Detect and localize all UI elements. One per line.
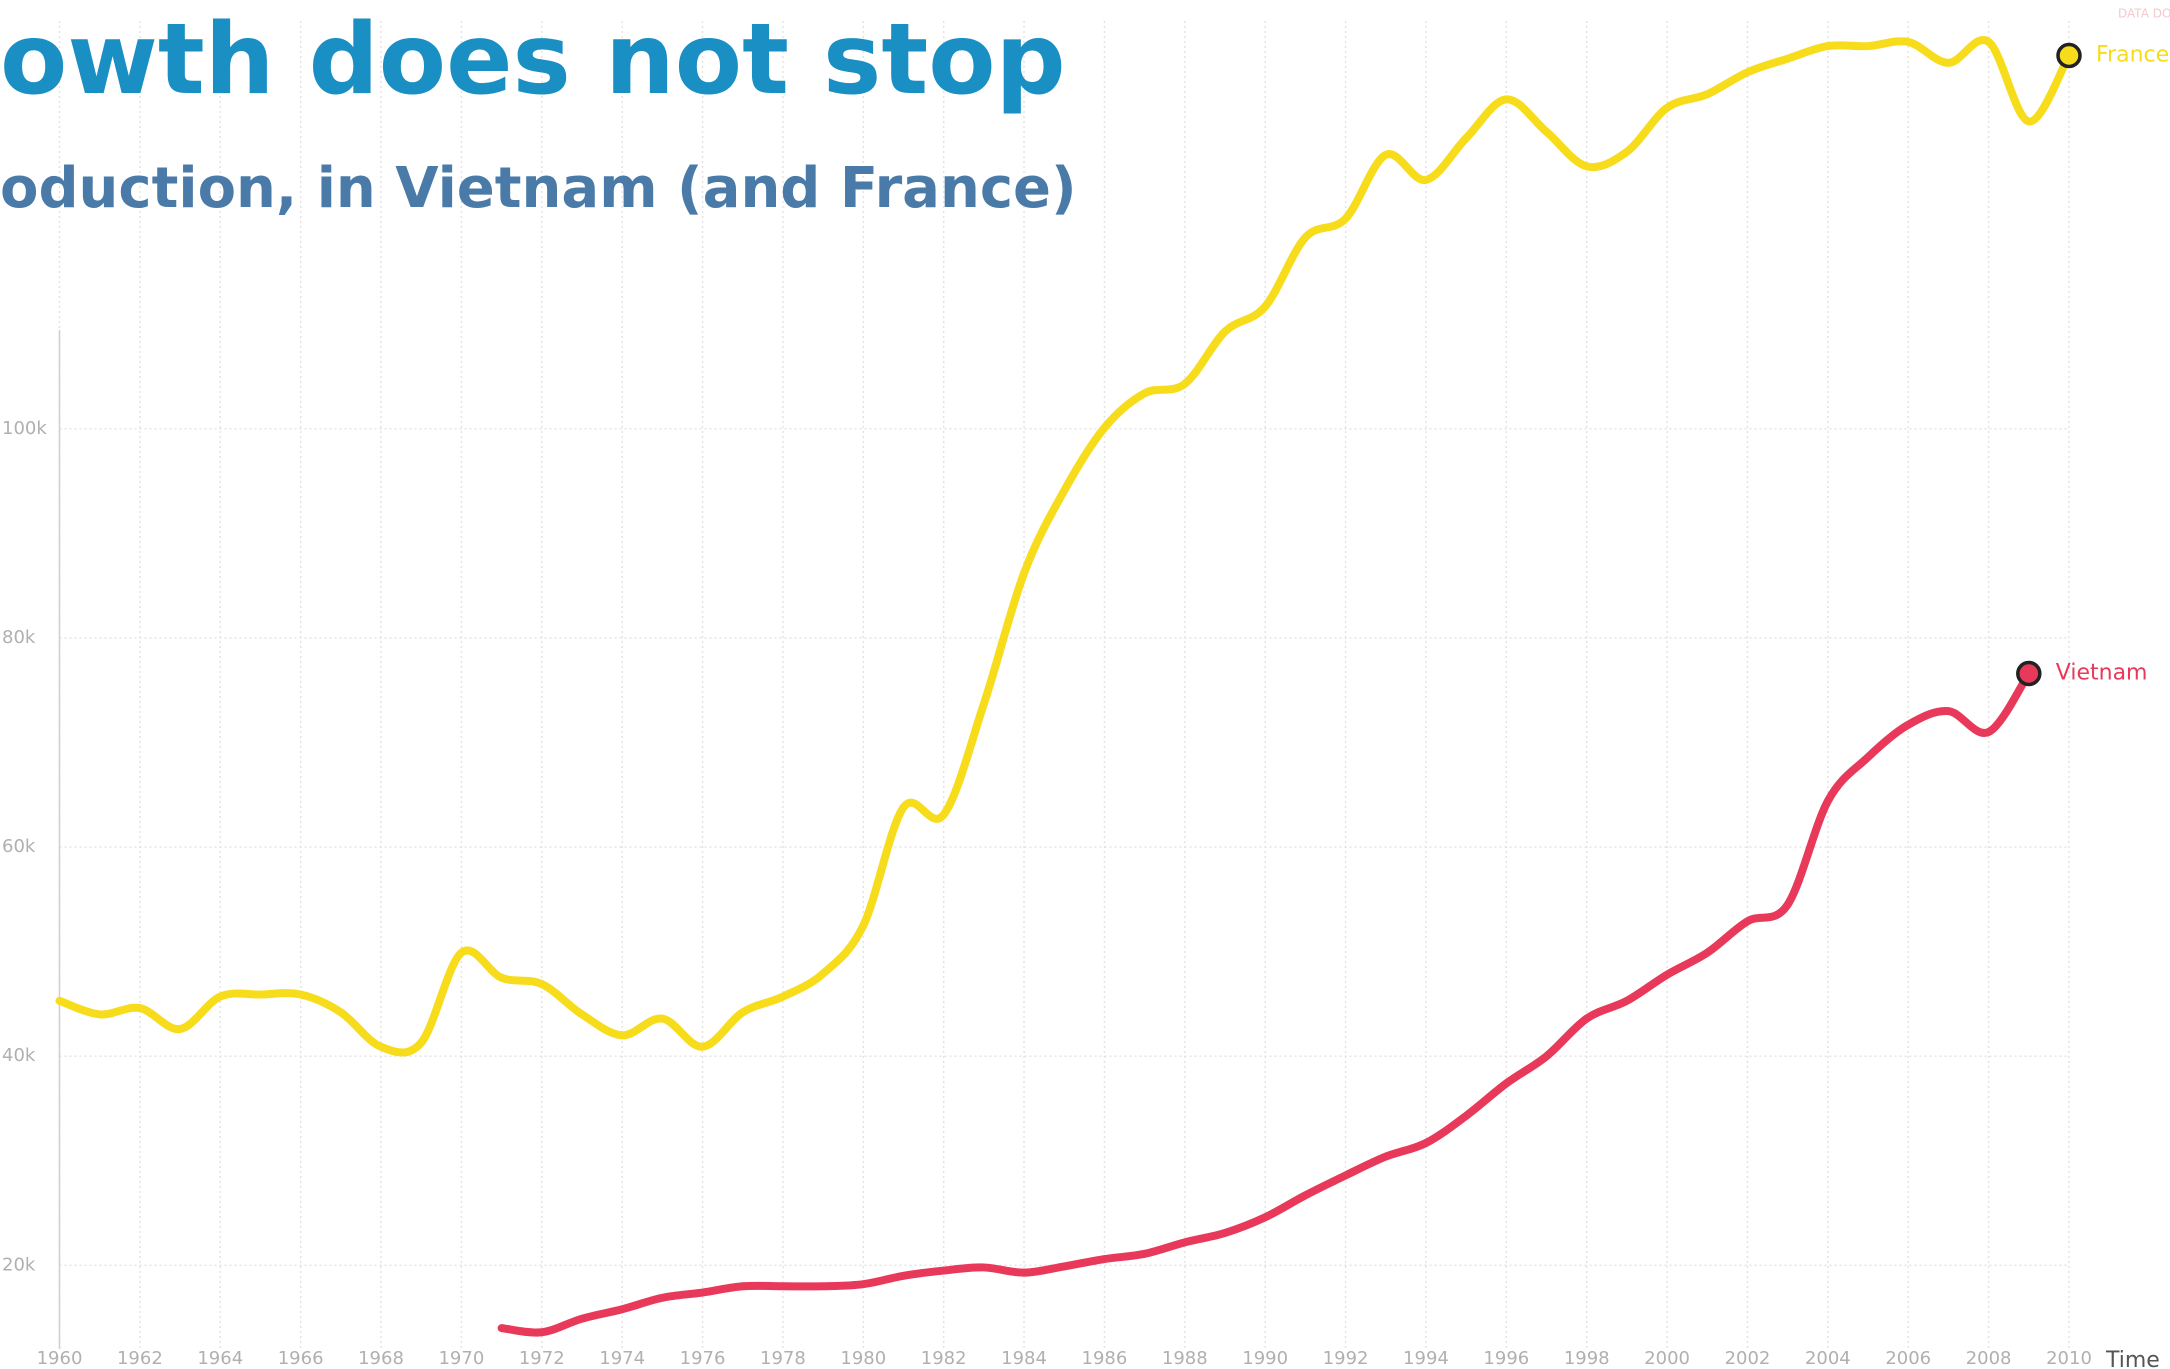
x-tick-label: 1982 [921, 1348, 967, 1369]
x-tick-label: 1980 [840, 1348, 886, 1369]
x-tick-label: 1998 [1564, 1348, 1610, 1369]
legend-label: France [2096, 43, 2169, 68]
x-tick-label: 2002 [1725, 1348, 1771, 1369]
x-tick-label: 1974 [599, 1348, 645, 1369]
x-tick-label: 1976 [680, 1348, 726, 1369]
x-tick-label: 1962 [117, 1348, 163, 1369]
y-tick-label: 60k [2, 836, 36, 857]
series-line [55, 36, 2073, 1057]
chart-title: owth does not stop [0, 3, 1066, 117]
x-tick-label: 1966 [278, 1348, 324, 1369]
x-tick-label: 1992 [1323, 1348, 1369, 1369]
grid: 20k 40k 60k 80k 100k 1960 1962 1964 1966 1968 1970… [2, 21, 2092, 1369]
x-tick-label: 1994 [1403, 1348, 1449, 1369]
legend-label: Vietnam [2056, 660, 2148, 685]
x-tick-label: 1990 [1242, 1348, 1288, 1369]
x-tick-label: 2010 [2046, 1348, 2092, 1369]
x-tick-label: 1972 [519, 1348, 565, 1369]
x-axis-label: Time [2105, 1348, 2160, 1369]
x-tick-label: 2004 [1805, 1348, 1851, 1369]
x-tick-label: 1988 [1162, 1348, 1208, 1369]
x-tick-label: 1970 [438, 1348, 484, 1369]
y-tick-label: 20k [2, 1254, 36, 1275]
y-tick-label: 80k [2, 627, 36, 648]
x-tick-label: 1984 [1001, 1348, 1047, 1369]
end-marker [2016, 660, 2042, 687]
lines: France Vietnam [55, 36, 2169, 1337]
chart-subtitle: oduction, in Vietnam (and France) [0, 156, 1077, 221]
y-tick-label: 40k [2, 1045, 36, 1066]
data-doubts: DATA DOUBTS [2118, 7, 2170, 21]
x-tick-label: 1986 [1082, 1348, 1128, 1369]
x-tick-label: 1968 [358, 1348, 404, 1369]
x-tick-label: 1964 [197, 1348, 243, 1369]
x-tick-label: 1978 [760, 1348, 806, 1369]
x-tick-label: 2000 [1644, 1348, 1690, 1369]
x-tick-label: 2006 [1885, 1348, 1931, 1369]
series-line [497, 669, 2033, 1337]
x-tick-label: 2008 [1966, 1348, 2012, 1369]
x-tick-label: 1996 [1483, 1348, 1529, 1369]
x-tick-label: 1960 [37, 1348, 83, 1369]
y-tick-label: 100k [2, 418, 47, 439]
end-marker [2056, 42, 2082, 69]
